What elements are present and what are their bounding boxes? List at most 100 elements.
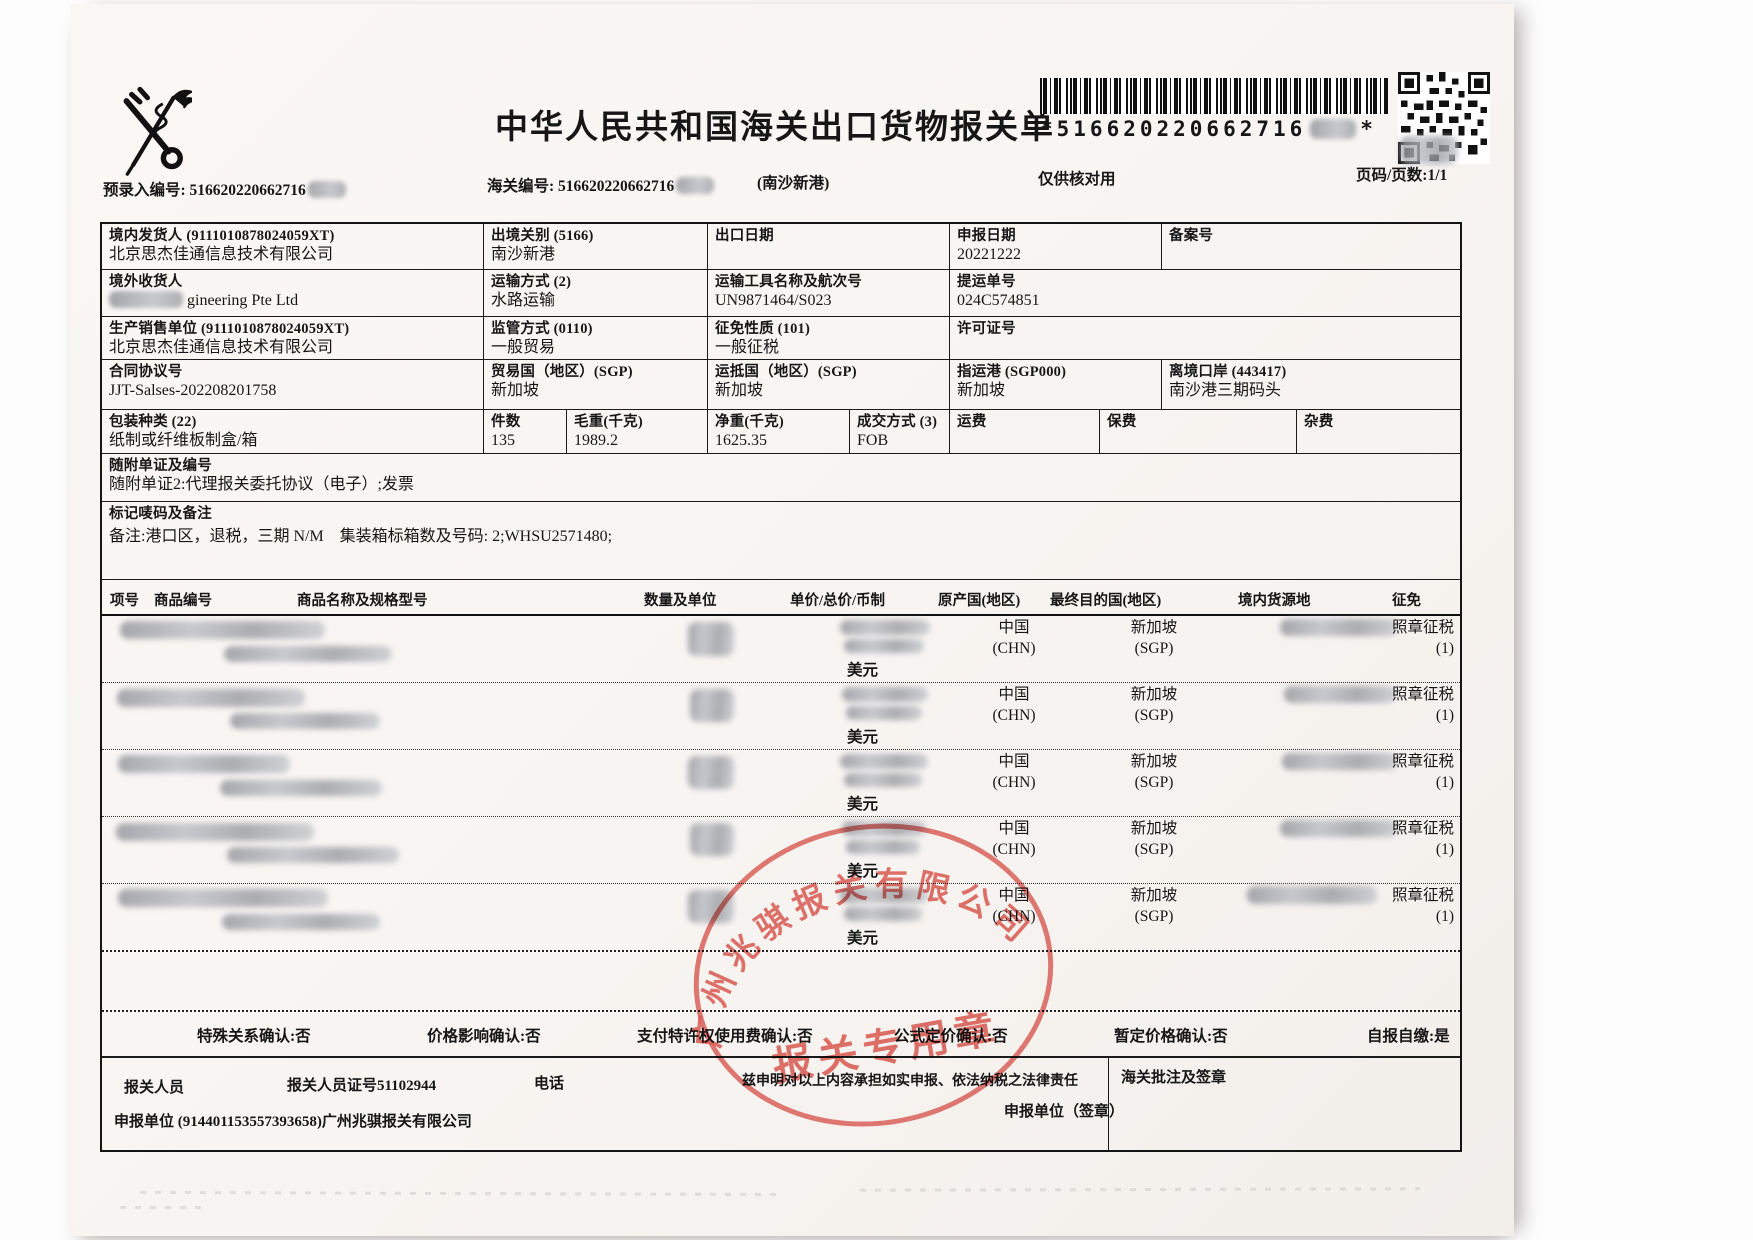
field-net-weight: 净重(千克) 1625.35 [708,410,850,453]
barcode-stripes-icon [1040,78,1388,114]
levy-mode-cell: 照章征税 (1) [1342,819,1454,861]
field-value: UN9871464/S023 [715,292,832,310]
field-trade-country: 贸易国（地区）(SGP) 新加坡 [484,360,708,409]
phone-label: 电话 [534,1076,565,1092]
destination-code: (SGP) [1134,639,1174,657]
currency: 美元 [847,863,879,880]
field-record-no: 备案号 [1162,224,1460,269]
customs-endorsement-cell: 海关批注及签章 [1109,1058,1460,1150]
redacted-text [116,823,314,841]
field-label: 合同协议号 [109,364,183,380]
field-label: 监管方式 (0110) [491,321,593,337]
redacted-text [690,823,734,856]
goods-row: 美元 中国 (CHN) 新加坡 (SGP) 照章征税 (1) [102,616,1460,683]
col-price-currency: 单价/总价/币制 [790,593,886,609]
redacted-text [307,181,346,198]
destination-country: 新加坡 [1130,686,1178,703]
redacted-text [842,687,928,702]
customs-number-value: 516620220662716 [558,178,675,195]
destination-country: 新加坡 [1130,887,1178,904]
redacted-text [1280,820,1398,837]
field-value: 新加坡 [491,382,540,400]
field-overseas-consignee: 境外收货人 gineering Pte Ltd [102,270,484,316]
field-levy-nature: 征免性质 (101) 一般征税 [708,317,950,359]
field-label: 毛重(千克) [574,414,643,430]
check-note: 仅供核对用 [1038,171,1116,188]
field-label: 杂费 [1304,414,1334,430]
redacted-text [1282,753,1397,770]
field-attached-docs: 随附单证及编号 随附单证2:代理报关委托协议（电子）;发票 [102,454,1460,501]
field-label: 运费 [957,414,987,430]
field-value: 新加坡 [957,382,1006,400]
field-deal-terms: 成交方式 (3) FOB [850,410,950,453]
confirmation-row: 特殊关系确认:否 价格影响确认:否 支付特许权使用费确认:否 公式定价确认:否 … [102,1012,1460,1058]
field-value: 南沙港三期码头 [1169,382,1282,400]
destination-country-cell: 新加坡 (SGP) [1100,752,1208,794]
destination-country: 新加坡 [1130,820,1178,837]
origin-country: 中国 [998,619,1030,636]
field-pieces: 件数 135 [484,410,567,453]
empty-goods-area [102,952,1460,1012]
col-goods-name: 商品名称及规格型号 [297,593,428,609]
field-label: 包装种类 (22) [109,414,197,430]
origin-country-cell: 中国 (CHN) [960,752,1068,794]
origin-code: (CHN) [992,639,1036,657]
destination-code: (SGP) [1134,840,1174,858]
field-label: 运输工具名称及航次号 [715,274,862,290]
field-value: 一般征税 [715,339,780,357]
field-exit-customs: 出境关别 (5166) 南沙新港 [484,224,708,269]
field-contract-no: 合同协议号 JJT-Salses-202208201758 [102,360,484,409]
field-value: 新加坡 [715,382,764,400]
levy-mode: 照章征税 [1391,820,1454,837]
redacted-text [118,889,328,907]
pre-entry-label: 预录入编号: [103,182,186,199]
levy-mode: 照章征税 [1391,887,1454,904]
currency: 美元 [847,662,879,679]
customs-number-label: 海关编号: [487,178,555,195]
agent-label: 报关人员 [124,1080,185,1096]
currency: 美元 [847,796,879,813]
redacted-text [109,291,183,309]
field-insurance: 保费 [1100,410,1297,453]
field-label: 征免性质 (101) [715,321,811,337]
field-domestic-shipper: 境内发货人 (9111010878024059XT) 北京思杰佳通信息技术有限公… [102,224,484,269]
origin-code: (CHN) [992,773,1036,791]
scan-noise [120,1206,210,1209]
field-label: 离境口岸 (443417) [1169,364,1287,380]
levy-code: (1) [1435,639,1454,657]
redacted-text [846,840,920,854]
levy-mode: 照章征税 [1391,619,1454,636]
redacted-text [1247,886,1377,904]
confirm-self-declare: 自报自缴:是 [1367,1028,1450,1045]
origin-code: (CHN) [992,706,1036,724]
field-misc-fees: 杂费 [1297,410,1460,453]
field-export-date: 出口日期 [708,224,950,269]
redacted-text [688,890,734,923]
origin-country: 中国 [998,753,1030,770]
goods-table-header: 项号 商品编号 商品名称及规格型号 数量及单位 单价/总价/币制 原产国(地区)… [102,580,1460,616]
redacted-text [840,620,930,635]
field-label: 指运港 (SGP000) [957,364,1067,380]
barcode-number: *516620220662716 * [1040,117,1388,141]
goods-row: 美元 中国 (CHN) 新加坡 (SGP) 照章征税 (1) [102,683,1460,750]
field-label: 境外收货人 [109,274,183,290]
field-gross-weight: 毛重(千克) 1989.2 [567,410,708,453]
field-packing-type: 包装种类 (22) 纸制或纤维板制盒/箱 [102,410,484,453]
redacted-text [118,755,290,773]
redacted-text [690,689,734,722]
levy-code: (1) [1435,773,1454,791]
destination-country-cell: 新加坡 (SGP) [1100,819,1208,861]
redacted-text [688,756,734,789]
page-title: 中华人民共和国海关出口货物报关单 [495,110,1055,146]
paper-sheet [70,4,1514,1236]
field-license-no: 许可证号 [950,317,1460,359]
field-vessel-voyage: 运输工具名称及航次号 UN9871464/S023 [708,270,950,316]
redacted-text [844,773,922,787]
field-value: JJT-Salses-202208201758 [109,382,277,400]
stamp-center-text: 报关专用章 [769,1005,1003,1089]
field-label: 备案号 [1169,228,1214,244]
confirm-royalty-fee: 支付特许权使用费确认:否 [637,1028,813,1045]
field-label: 境内发货人 (9111010878024059XT) [109,228,335,244]
col-origin-country: 原产国(地区) [938,593,1021,609]
customs-emblem-icon [123,86,192,176]
